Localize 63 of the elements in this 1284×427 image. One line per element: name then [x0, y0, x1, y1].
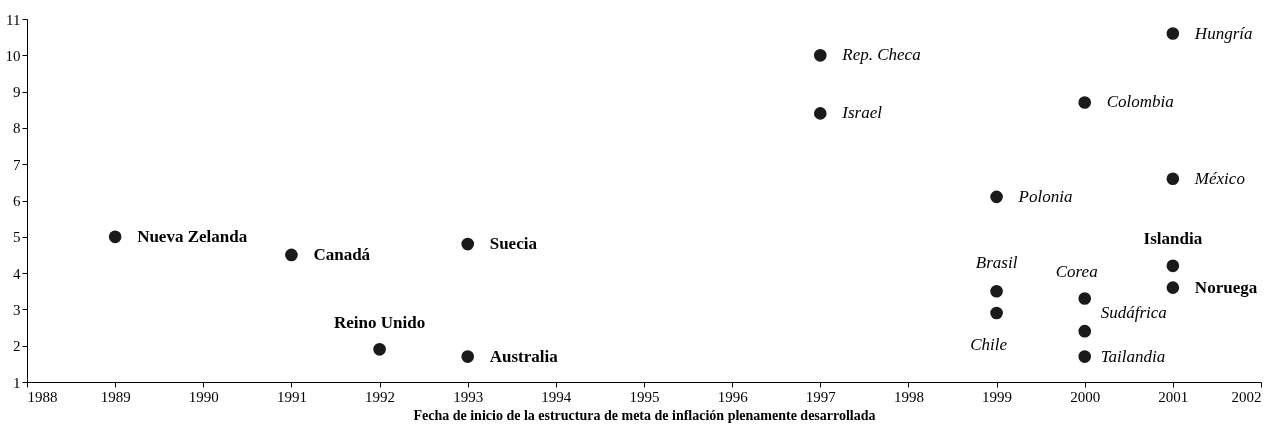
point	[1078, 96, 1092, 109]
annotation: Canadá	[313, 244, 371, 264]
x-axis-title: Fecha de inicio de la estructura de meta de inflación plenamente desarrollada	[413, 407, 876, 423]
x-tick-label: 1988	[27, 388, 58, 405]
y-tick-label: 7	[13, 156, 21, 173]
point	[1166, 259, 1180, 273]
x-tick-label: 2000	[1070, 388, 1101, 405]
annotation: Noruega	[1194, 277, 1258, 297]
point	[813, 107, 827, 120]
point	[1166, 27, 1180, 40]
annotation: Rep. Checa	[841, 45, 921, 65]
x-tick-label: 1990	[188, 388, 219, 405]
point	[990, 284, 1003, 298]
annotation: Suecia	[489, 234, 538, 254]
x-tick-label: 1992	[365, 388, 396, 405]
point	[1166, 281, 1180, 294]
y-tick-label: 6	[13, 193, 21, 209]
point	[285, 248, 298, 262]
x-tick-label: 1991	[276, 388, 307, 405]
annotation: Colombia	[1106, 92, 1174, 112]
y-tick-label: 2	[13, 338, 21, 355]
point	[1078, 292, 1092, 305]
annotation: Reino Unido	[333, 313, 426, 333]
point	[990, 306, 1003, 320]
x-tick-label: 1996	[717, 388, 749, 405]
y-tick-label: 8	[13, 120, 21, 137]
x-tick-label: 1997	[805, 388, 837, 405]
x-tick-label: 1994	[541, 388, 572, 405]
x-tick-label: 1989	[100, 388, 131, 405]
y-tick-label: 5	[13, 229, 21, 246]
point	[1078, 324, 1092, 338]
annotation: Islandia	[1143, 228, 1203, 248]
y-tick-label: 11	[6, 11, 21, 28]
x-tick-label: 2001	[1158, 388, 1189, 405]
x-tick-label: 2002	[1231, 388, 1262, 405]
annotation: Brasil	[975, 253, 1018, 273]
y-tick-label: 9	[13, 84, 21, 101]
y-tick-label: 10	[5, 47, 21, 64]
annotation: Nueva Zelanda	[137, 226, 248, 246]
y-tick-label: 1	[13, 374, 21, 391]
point	[1078, 350, 1092, 363]
annotation: Hungría	[1193, 23, 1253, 43]
point	[108, 230, 122, 244]
annotation: Polonia	[1017, 186, 1073, 206]
annotation: Chile	[970, 335, 1008, 355]
y-tick-label: 3	[13, 301, 21, 318]
x-tick-label: 1993	[453, 388, 484, 405]
y-tick-label: 4	[13, 265, 21, 282]
point	[990, 190, 1003, 204]
x-tick-label: 1995	[629, 388, 660, 405]
point	[1166, 172, 1180, 186]
annotation: Sudáfrica	[1100, 303, 1167, 323]
annotation: Australia	[489, 346, 559, 366]
point	[461, 350, 475, 363]
annotation: Tailandia	[1100, 346, 1166, 366]
x-tick-label: 1999	[982, 388, 1013, 405]
annotation: Corea	[1055, 261, 1098, 281]
annotation: Israel	[841, 103, 883, 123]
point	[461, 237, 475, 251]
x-tick-label: 1998	[893, 388, 924, 405]
point	[373, 343, 386, 356]
point	[813, 48, 827, 62]
annotation: México	[1193, 168, 1245, 188]
